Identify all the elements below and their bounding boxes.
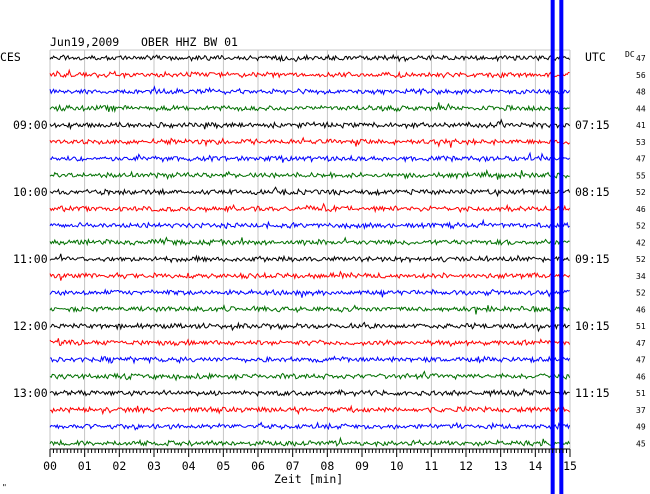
left-time-label: 09:00 bbox=[13, 118, 48, 132]
right-timezone-label: UTC bbox=[585, 50, 606, 64]
trace-12 bbox=[49, 236, 570, 247]
dc-value-label: 55 bbox=[636, 171, 646, 180]
x-tick-label: 01 bbox=[78, 459, 92, 473]
x-tick-label: 00 bbox=[43, 459, 57, 473]
x-tick-label: 10 bbox=[390, 459, 404, 473]
trace-21 bbox=[49, 388, 570, 398]
dc-value-label: 46 bbox=[636, 205, 646, 214]
x-tick-label: 08 bbox=[320, 459, 334, 473]
dc-value-label: 45 bbox=[636, 439, 646, 448]
trace-10 bbox=[49, 202, 571, 214]
x-tick-label: 04 bbox=[182, 459, 196, 473]
dc-value-label: 52 bbox=[636, 255, 646, 264]
trace-2 bbox=[49, 68, 570, 80]
trace-24 bbox=[49, 436, 571, 448]
trace-1 bbox=[49, 53, 570, 63]
right-time-label: 10:15 bbox=[575, 319, 610, 333]
left-time-labels: 09:00 10:00 11:00 12:00 13:00 bbox=[13, 118, 48, 400]
right-time-labels: 07:15 08:15 09:15 10:15 11:15 bbox=[575, 118, 610, 400]
trace-20 bbox=[49, 370, 571, 382]
dc-value-label: 51 bbox=[636, 322, 646, 331]
x-tick-label: 05 bbox=[216, 459, 230, 473]
right-time-label: 09:15 bbox=[575, 252, 610, 266]
x-tick-label: 07 bbox=[286, 459, 300, 473]
dc-value-label: 44 bbox=[636, 104, 646, 113]
trace-14 bbox=[49, 270, 571, 281]
trace-3 bbox=[49, 85, 571, 96]
x-tick-label: 12 bbox=[459, 459, 473, 473]
trace-22 bbox=[49, 404, 570, 416]
dc-value-labels: 47 56 48 44 41 53 47 55 52 46 52 42 52 34 52 46 51 47 47 46… bbox=[636, 54, 646, 448]
dc-value-label: 37 bbox=[636, 406, 646, 415]
grid-lines bbox=[49, 49, 571, 449]
left-time-label: 11:00 bbox=[13, 252, 48, 266]
dc-value-label: 51 bbox=[636, 389, 646, 398]
x-axis-label: Zeit [min] bbox=[274, 472, 343, 486]
trace-5 bbox=[49, 118, 570, 131]
dc-value-label: 48 bbox=[636, 88, 646, 97]
trace-9 bbox=[49, 186, 571, 198]
x-tick-label: 02 bbox=[112, 459, 126, 473]
dc-value-label: 49 bbox=[636, 423, 646, 432]
dc-value-label: 34 bbox=[636, 272, 646, 281]
seismic-traces bbox=[49, 53, 571, 448]
dc-value-label: 52 bbox=[636, 222, 646, 231]
x-tick-label: 03 bbox=[147, 459, 161, 473]
right-time-label: 07:15 bbox=[575, 118, 610, 132]
dc-value-label: 41 bbox=[636, 121, 646, 130]
trace-13 bbox=[49, 253, 570, 264]
trace-16 bbox=[49, 304, 571, 315]
trace-19 bbox=[49, 355, 571, 365]
x-tick-label: 09 bbox=[355, 459, 369, 473]
dc-value-label: 52 bbox=[636, 289, 646, 298]
trace-17 bbox=[49, 321, 570, 333]
trace-11 bbox=[49, 218, 570, 231]
right-time-label: 08:15 bbox=[575, 185, 610, 199]
trace-6 bbox=[49, 136, 570, 148]
trace-8 bbox=[49, 168, 570, 181]
corner-mark: " bbox=[2, 483, 7, 492]
dc-value-label: 42 bbox=[636, 238, 646, 247]
x-tick-label: 14 bbox=[528, 459, 542, 473]
dc-value-label: 46 bbox=[636, 305, 646, 314]
trace-4 bbox=[49, 102, 570, 114]
trace-15 bbox=[49, 288, 570, 298]
x-tick-label: 06 bbox=[251, 459, 265, 473]
left-timezone-label: CES bbox=[0, 50, 21, 64]
left-time-label: 13:00 bbox=[13, 386, 48, 400]
dc-value-label: 53 bbox=[636, 138, 646, 147]
x-tick-label: 11 bbox=[424, 459, 438, 473]
dc-value-label: 56 bbox=[636, 71, 646, 80]
dc-value-label: 47 bbox=[636, 339, 646, 348]
trace-23 bbox=[49, 421, 571, 431]
vertical-markers bbox=[550, 0, 564, 494]
x-axis-ticks: 00 01 02 03 04 05 06 07 08 09 10 11 12 13 14 15 bbox=[43, 449, 577, 473]
x-tick-label: 13 bbox=[494, 459, 508, 473]
left-time-label: 10:00 bbox=[13, 185, 48, 199]
right-time-label: 11:15 bbox=[575, 386, 610, 400]
dc-value-label: 46 bbox=[636, 372, 646, 381]
dc-value-label: 47 bbox=[636, 155, 646, 164]
trace-18 bbox=[49, 338, 571, 348]
header-station: OBER HHZ BW 01 bbox=[141, 35, 238, 49]
dc-value-label: 47 bbox=[636, 54, 646, 63]
x-tick-label: 15 bbox=[563, 459, 577, 473]
dc-value-label: 47 bbox=[636, 356, 646, 365]
trace-7 bbox=[49, 151, 570, 164]
dc-label: DC bbox=[625, 50, 635, 59]
left-time-label: 12:00 bbox=[13, 319, 48, 333]
dc-value-label: 52 bbox=[636, 188, 646, 197]
header-date: Jun19,2009 bbox=[50, 35, 119, 49]
